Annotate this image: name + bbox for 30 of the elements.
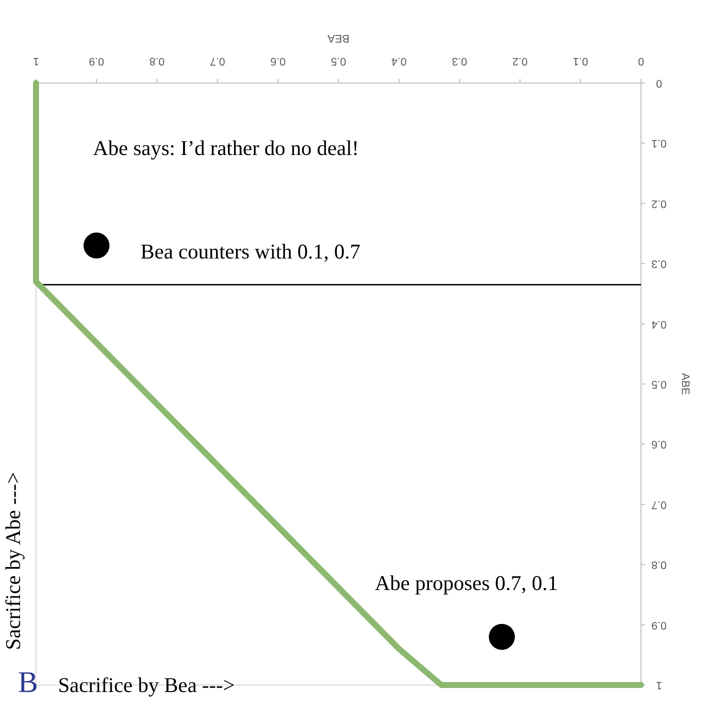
annotation: Sacrifice by Bea ---> [58, 673, 235, 697]
y-tick-label: 0.3 [651, 258, 667, 270]
y-tick-label: 0.8 [651, 558, 667, 571]
x-tick-label: 0.3 [452, 55, 468, 67]
annotation: Abe says: I’d rather do no deal! [93, 136, 359, 160]
y-tick-label: 0.9 [651, 618, 667, 631]
y-axis-title: ABE [679, 372, 691, 396]
y-tick-label: 0.6 [651, 438, 667, 450]
x-tick-label: 0.5 [330, 55, 346, 67]
x-tick-label: 0.8 [149, 55, 165, 67]
text: Sacrifice by Abe ---> [1, 472, 25, 650]
y-tick-label: 0.2 [651, 197, 667, 210]
x-tick-label: 0 [638, 55, 644, 67]
annotation: Abe proposes 0.7, 0.1 [374, 570, 558, 595]
x-tick-label: 0.9 [88, 55, 104, 67]
y-tick-label: 0.1 [651, 137, 667, 150]
annotation: Bea counters with 0.1, 0.7 [140, 240, 360, 264]
y-tick-label: 0 [656, 77, 662, 89]
y-tick-label: 0.5 [651, 378, 667, 390]
x-tick-label: 0.4 [391, 55, 407, 67]
x-tick-label: 1 [32, 55, 40, 67]
y-tick-label: 0.4 [651, 318, 667, 330]
x-axis-title: BEA [326, 32, 350, 44]
x-tick-label: 0.2 [512, 55, 528, 67]
x-tick-label: 0.7 [210, 55, 226, 67]
y-tick-label: 0.7 [651, 498, 667, 510]
annotation: B [18, 666, 38, 699]
x-tick-label: 0.6 [270, 55, 286, 67]
y-tick-label: 1 [656, 679, 662, 691]
x-tick-label: 0.1 [572, 55, 588, 67]
